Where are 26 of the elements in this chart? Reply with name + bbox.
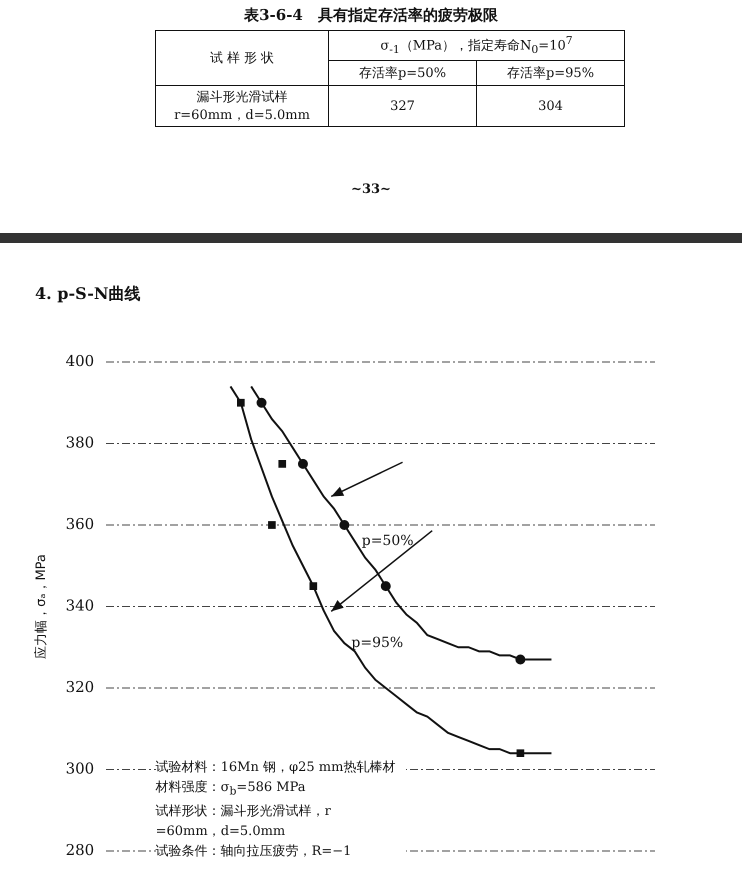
y-tick-label: 360	[66, 514, 94, 533]
text: 表3-6-4 具有指定存活率的疲劳极限	[243, 6, 499, 25]
annotation: 试验条件：轴向拉压疲劳，R=−1	[156, 844, 352, 859]
y-axis-title: 应力幅，σₐ，MPa	[33, 554, 50, 659]
series-label: p=50%	[362, 532, 414, 549]
chart-title: 4. p-S-N曲线	[35, 284, 141, 305]
y-tick-label: 340	[66, 596, 94, 614]
series-label: p=95%	[351, 634, 404, 651]
y-tick-label: 400	[66, 352, 94, 370]
annotation: 试样形状：漏斗形光滑试样，r =60mm，d=5.0mm	[156, 804, 331, 839]
text: 试 样 形 状	[156, 30, 328, 86]
point	[278, 460, 286, 468]
text: 漏斗形光滑试样 r=60mm，d=5.0mm	[156, 86, 328, 126]
annotation: 材料强度：σ$_{b}$=586 MPa	[156, 780, 306, 798]
text: 304	[476, 86, 624, 126]
text: 存活率p=50%	[328, 60, 476, 86]
text: 存活率p=95%	[476, 60, 624, 86]
text: σ$_{-1}$（MPa），指定寿命N$_{0}$=10$^{7}$	[328, 30, 624, 60]
y-tick-label: 280	[66, 840, 94, 859]
text: ~33~	[350, 182, 392, 197]
y-tick-label: 320	[66, 678, 94, 696]
point	[268, 521, 276, 529]
annotation: 试验材料：16Mn 钢，φ25 mm热轧棒材	[156, 760, 396, 776]
text: 327	[328, 86, 476, 126]
y-tick-label: 300	[66, 759, 94, 778]
y-tick-label: 380	[66, 433, 94, 452]
